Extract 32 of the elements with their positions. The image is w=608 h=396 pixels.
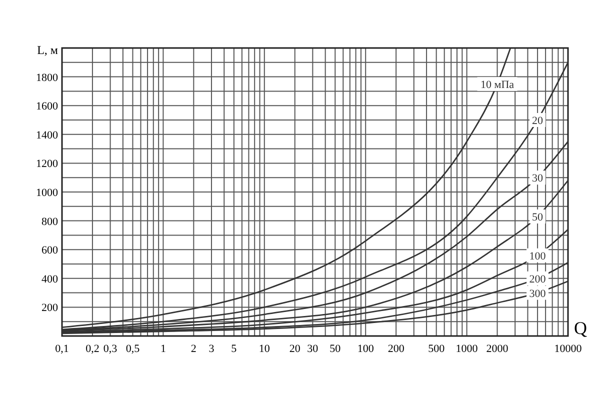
x-tick-label: 1 [160,343,166,355]
y-tick-label: 600 [42,244,58,257]
y-tick-label: 1200 [36,158,58,170]
y-axis-title: L, м [37,43,58,57]
x-tick-label: 2 [190,343,196,355]
x-tick-label: 2000 [486,343,509,355]
x-tick-label: 30 [307,343,319,355]
y-tick-label: 1400 [36,129,58,142]
x-tick-label: 5 [231,343,238,355]
y-tick-label: 800 [42,216,58,228]
x-tick-label: 500 [428,343,446,355]
x-tick-label: 10 [258,343,270,355]
series-label: 20 [532,115,544,127]
x-tick-label: 0,3 [103,343,118,355]
x-tick-label: 0,2 [86,343,100,355]
x-tick-label: 0,1 [55,343,69,355]
x-tick-label: 200 [388,343,405,355]
x-tick-label: 1000 [456,343,478,355]
y-tick-label: 1600 [36,100,58,113]
series-label: 50 [532,211,544,224]
x-tick-label: 20 [289,343,301,355]
x-tick-label: 100 [357,343,374,355]
x-axis-title: Q [574,318,587,338]
x-tick-label: 0,5 [126,343,140,355]
series-label: 30 [532,172,544,185]
x-tick-label: 50 [330,343,342,355]
y-tick-label: 200 [42,302,58,314]
x-tick-label: 3 [208,343,215,355]
y-tick-label: 1000 [36,187,58,199]
x-tick-label: 10000 [554,343,582,355]
y-tick-label: 400 [42,273,58,286]
y-tick-label: 1800 [36,72,58,84]
